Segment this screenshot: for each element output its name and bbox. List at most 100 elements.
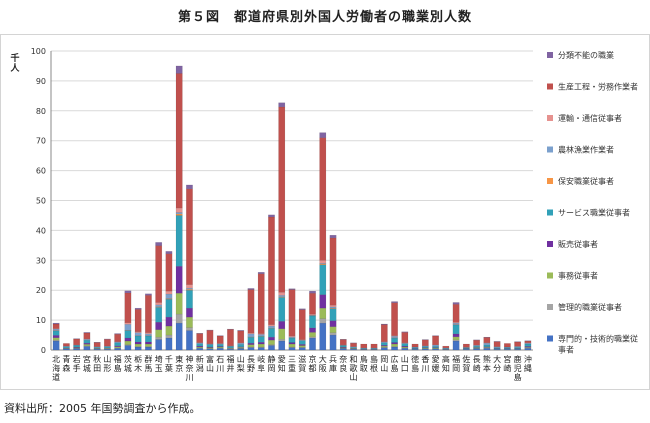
bar-segment (175, 73, 183, 209)
bar-segment (134, 335, 142, 343)
bar-stack (165, 251, 173, 351)
x-tick-label: 神奈川 (185, 354, 193, 382)
bar-segment (237, 330, 245, 332)
bar-segment (145, 295, 152, 333)
legend-item: 運輸・通信従事者 (547, 113, 622, 123)
x-tick-label: 愛知 (278, 354, 286, 373)
bar-stack (514, 341, 521, 351)
bar-segment (319, 132, 327, 138)
bar-segment (298, 309, 306, 340)
chart-title: 第５図 都道府県別外国人労働者の職業別人数 (177, 10, 472, 25)
bar-segment (329, 308, 337, 321)
legend-swatch (547, 335, 553, 342)
bar-segment (216, 344, 224, 347)
bar-segment (503, 343, 511, 348)
bar-segment (155, 339, 163, 351)
x-tick-label: 沖縄 (524, 354, 532, 373)
bar-stack (339, 339, 347, 351)
bar-stack (411, 343, 419, 351)
x-tick-label: 兵庫 (329, 354, 337, 373)
bar-segment (83, 339, 91, 344)
bar-stack (268, 214, 275, 351)
bar-segment (350, 342, 357, 347)
bar-stack (452, 302, 460, 351)
bar-segment (278, 292, 286, 296)
bar-stack (227, 328, 234, 351)
bar-segment (134, 307, 142, 310)
bar-segment (268, 345, 275, 351)
bar-segment (73, 345, 81, 348)
bar-segment (473, 348, 480, 351)
bar-segment (247, 289, 255, 334)
bar-segment (237, 330, 245, 344)
bar-stack (493, 341, 501, 351)
x-tick-label: 岡山 (380, 355, 388, 373)
bar-segment (52, 335, 60, 338)
legend-item: 生産工程・労務作業者 (547, 82, 638, 92)
bar-segment (288, 347, 296, 351)
legend-label: 専門的・技術的職業従事者 (558, 334, 638, 355)
bar-segment (257, 272, 265, 274)
bar-segment (155, 336, 163, 340)
bar-segment (186, 316, 193, 328)
bar-segment (124, 322, 132, 325)
x-tick-label: 広島 (391, 354, 399, 373)
bar-segment (319, 294, 327, 309)
bar-segment (63, 343, 70, 347)
bar-stack (462, 343, 470, 351)
bar-segment (319, 137, 327, 261)
legend-label: サービス職業従事者 (558, 208, 630, 218)
bar-segment (483, 337, 491, 344)
x-tick-label: 岐阜 (257, 354, 265, 373)
bar-segment (380, 347, 388, 351)
x-tick-label: 茨城 (124, 354, 132, 373)
bar-segment (309, 292, 316, 315)
bar-segment (257, 273, 265, 334)
bar-segment (155, 245, 163, 303)
bar-segment (452, 339, 460, 342)
legend-label: 販売従事者 (558, 239, 598, 249)
bar-segment (155, 329, 163, 338)
bar-segment (206, 330, 214, 344)
x-tick-label: 長野 (247, 355, 255, 373)
bar-segment (298, 345, 306, 348)
bar-segment (114, 333, 122, 342)
bar-segment (319, 264, 327, 295)
legend-swatch (547, 115, 553, 121)
bar-segment (155, 304, 163, 307)
x-tick-label: 埼玉 (155, 354, 163, 373)
bar-segment (391, 301, 398, 303)
y-tick-label: 60 (36, 167, 46, 176)
bar-segment (462, 343, 470, 348)
bar-stack (196, 333, 204, 351)
bar-segment (134, 309, 142, 332)
y-tick-label: 90 (36, 77, 46, 86)
bar-stack (114, 333, 122, 351)
bar-segment (114, 348, 122, 351)
bar-segment (114, 342, 122, 347)
bar-segment (391, 342, 398, 345)
bar-segment (83, 346, 91, 351)
legend-label: 生産工程・労務作業者 (558, 82, 638, 92)
bar-segment (391, 343, 398, 347)
bar-segment (329, 332, 337, 336)
bar-stack (298, 308, 306, 351)
x-tick-label: 京都 (309, 354, 317, 373)
x-tick-label: 石川 (216, 355, 224, 373)
bar-segment (278, 102, 286, 108)
y-tick-label: 40 (36, 226, 46, 235)
legend-label: 保安職業従事者 (558, 176, 614, 186)
x-tick-label: 群馬 (144, 354, 152, 373)
bar-segment (52, 323, 60, 329)
bar-segment (288, 289, 296, 337)
bar-segment (309, 290, 316, 294)
bar-segment (83, 332, 91, 334)
bar-segment (288, 337, 296, 343)
bar-segment (483, 344, 491, 347)
x-tick-label: 香川 (421, 354, 429, 373)
x-tick-label: 宮崎 (503, 354, 511, 373)
y-tick-label: 70 (36, 137, 46, 146)
bar-segment (175, 322, 183, 351)
bar-segment (319, 322, 327, 351)
